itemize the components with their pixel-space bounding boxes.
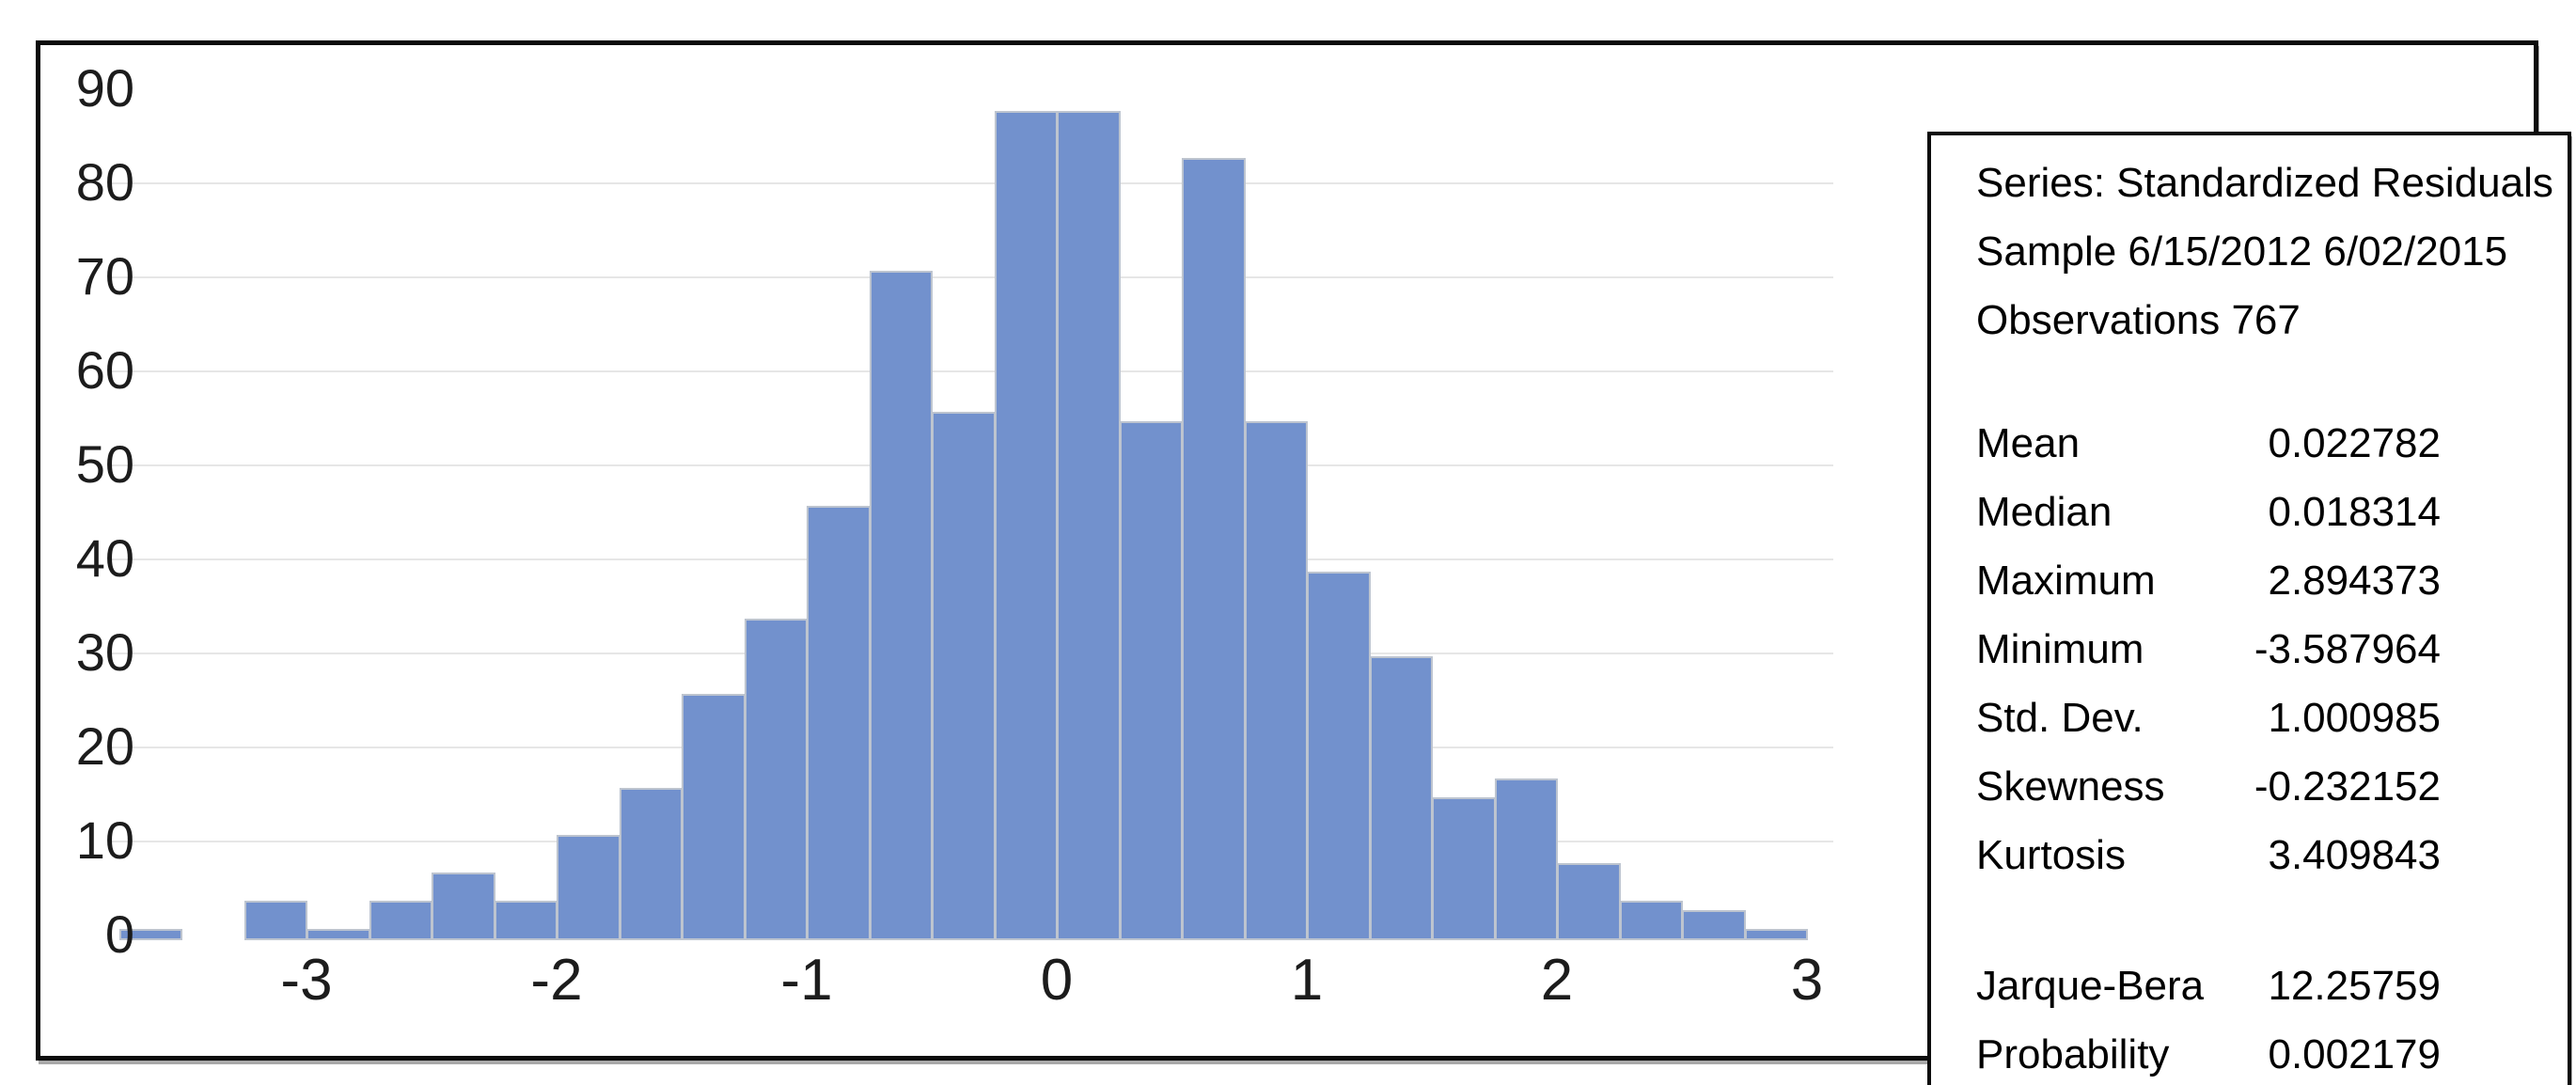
test-stat-row: Probability 0.002179 (1976, 1020, 2441, 1085)
test-stat-row: Jarque-Bera 12.25759 (1976, 951, 2441, 1020)
stats-box: Series: Standardized Residuals Sample 6/1… (1927, 132, 2571, 1085)
histogram-bar (1619, 901, 1683, 940)
x-axis-tick-label: -3 (280, 948, 333, 1013)
histogram-bar (619, 788, 683, 940)
y-axis-tick-label: 10 (75, 810, 134, 870)
histogram-bar (1744, 929, 1808, 940)
histogram-bar (1057, 111, 1121, 940)
test-stat-value: 12.25759 (2268, 963, 2441, 1009)
histogram-bar (869, 271, 933, 940)
stats-content: Series: Standardized Residuals Sample 6/1… (1976, 149, 2568, 1085)
y-axis-tick-label: 20 (75, 716, 134, 776)
histogram-bar (1682, 910, 1746, 940)
histogram-bar (118, 929, 182, 940)
figure-border: 0 10 20 30 40 50 60 70 80 90 -3 -2 -1 0 1 2 3 Series: St… (36, 40, 2571, 1085)
stat-value: -0.232152 (2254, 763, 2441, 810)
stat-row: Std. Dev. 1.000985 (1976, 684, 2441, 752)
stat-value: 0.018314 (2268, 489, 2441, 535)
histogram-bar (1119, 421, 1183, 940)
histogram-bar (1494, 778, 1558, 940)
y-gridline (111, 182, 1833, 184)
histogram-bar (1182, 158, 1246, 940)
stat-row: Maximum 2.894373 (1976, 546, 2441, 615)
histogram-bar (243, 901, 307, 940)
histogram-bar (1369, 656, 1433, 940)
stats-header-line: Sample 6/15/2012 6/02/2015 (1976, 228, 2508, 275)
histogram-bar (744, 619, 808, 940)
stat-label: Mean (1976, 420, 2081, 466)
stat-label: Std. Dev. (1976, 695, 2144, 741)
histogram-bar (369, 901, 432, 940)
stat-value: 1.000985 (2268, 695, 2441, 741)
y-gridline (111, 370, 1833, 372)
histogram-bar (1432, 797, 1496, 940)
stats-spacer (1976, 889, 2568, 951)
y-axis-tick-label: 60 (75, 340, 134, 400)
histogram-bar (306, 929, 370, 940)
histogram-bar (557, 835, 620, 940)
stat-row: Kurtosis 3.409843 (1976, 821, 2441, 889)
histogram-bar (1244, 421, 1308, 940)
stat-label: Minimum (1976, 626, 2144, 672)
stat-row: Mean 0.022782 (1976, 409, 2441, 478)
test-stat-label: Jarque-Bera (1976, 963, 2205, 1009)
histogram-bar (994, 111, 1058, 940)
histogram-bar (432, 873, 495, 940)
test-stat-label: Probability (1976, 1031, 2170, 1077)
x-axis-tick-label: 0 (1040, 948, 1074, 1013)
y-axis-tick-label: 90 (75, 58, 134, 118)
stat-value: 3.409843 (2268, 832, 2441, 878)
stat-label: Median (1976, 489, 2113, 535)
y-axis-tick-label: 0 (104, 904, 134, 964)
histogram-bar (494, 901, 558, 940)
stat-row: Skewness -0.232152 (1976, 752, 2441, 821)
x-axis-tick-label: -2 (530, 948, 583, 1013)
stat-value: 2.894373 (2268, 558, 2441, 604)
stat-label: Kurtosis (1976, 832, 2126, 878)
histogram-bar (682, 694, 746, 940)
histogram-bar (932, 412, 996, 940)
histogram-bar (1307, 572, 1371, 940)
stat-value: 0.022782 (2268, 420, 2441, 466)
test-stat-value: 0.002179 (2268, 1031, 2441, 1077)
stats-spacer (1976, 354, 2568, 409)
stat-label: Skewness (1976, 763, 2165, 810)
stat-row: Median 0.018314 (1976, 478, 2441, 546)
y-axis-tick-label: 40 (75, 528, 134, 588)
y-axis-tick-label: 80 (75, 152, 134, 212)
stat-label: Maximum (1976, 558, 2156, 604)
x-axis-tick-label: 1 (1290, 948, 1324, 1013)
stat-row: Minimum -3.587964 (1976, 615, 2441, 684)
stats-header-line: Observations 767 (1976, 297, 2301, 343)
histogram-bar (807, 506, 871, 940)
stat-value: -3.587964 (2254, 626, 2441, 672)
stats-header-line: Series: Standardized Residuals (1976, 160, 2553, 206)
y-axis-tick-label: 30 (75, 622, 134, 682)
x-axis-tick-label: 3 (1790, 948, 1824, 1013)
y-axis-tick-label: 70 (75, 246, 134, 306)
y-gridline (111, 276, 1833, 278)
histogram-bar (1557, 863, 1621, 940)
x-axis-tick-label: 2 (1540, 948, 1574, 1013)
y-axis-tick-label: 50 (75, 434, 134, 494)
x-axis-tick-label: -1 (780, 948, 833, 1013)
